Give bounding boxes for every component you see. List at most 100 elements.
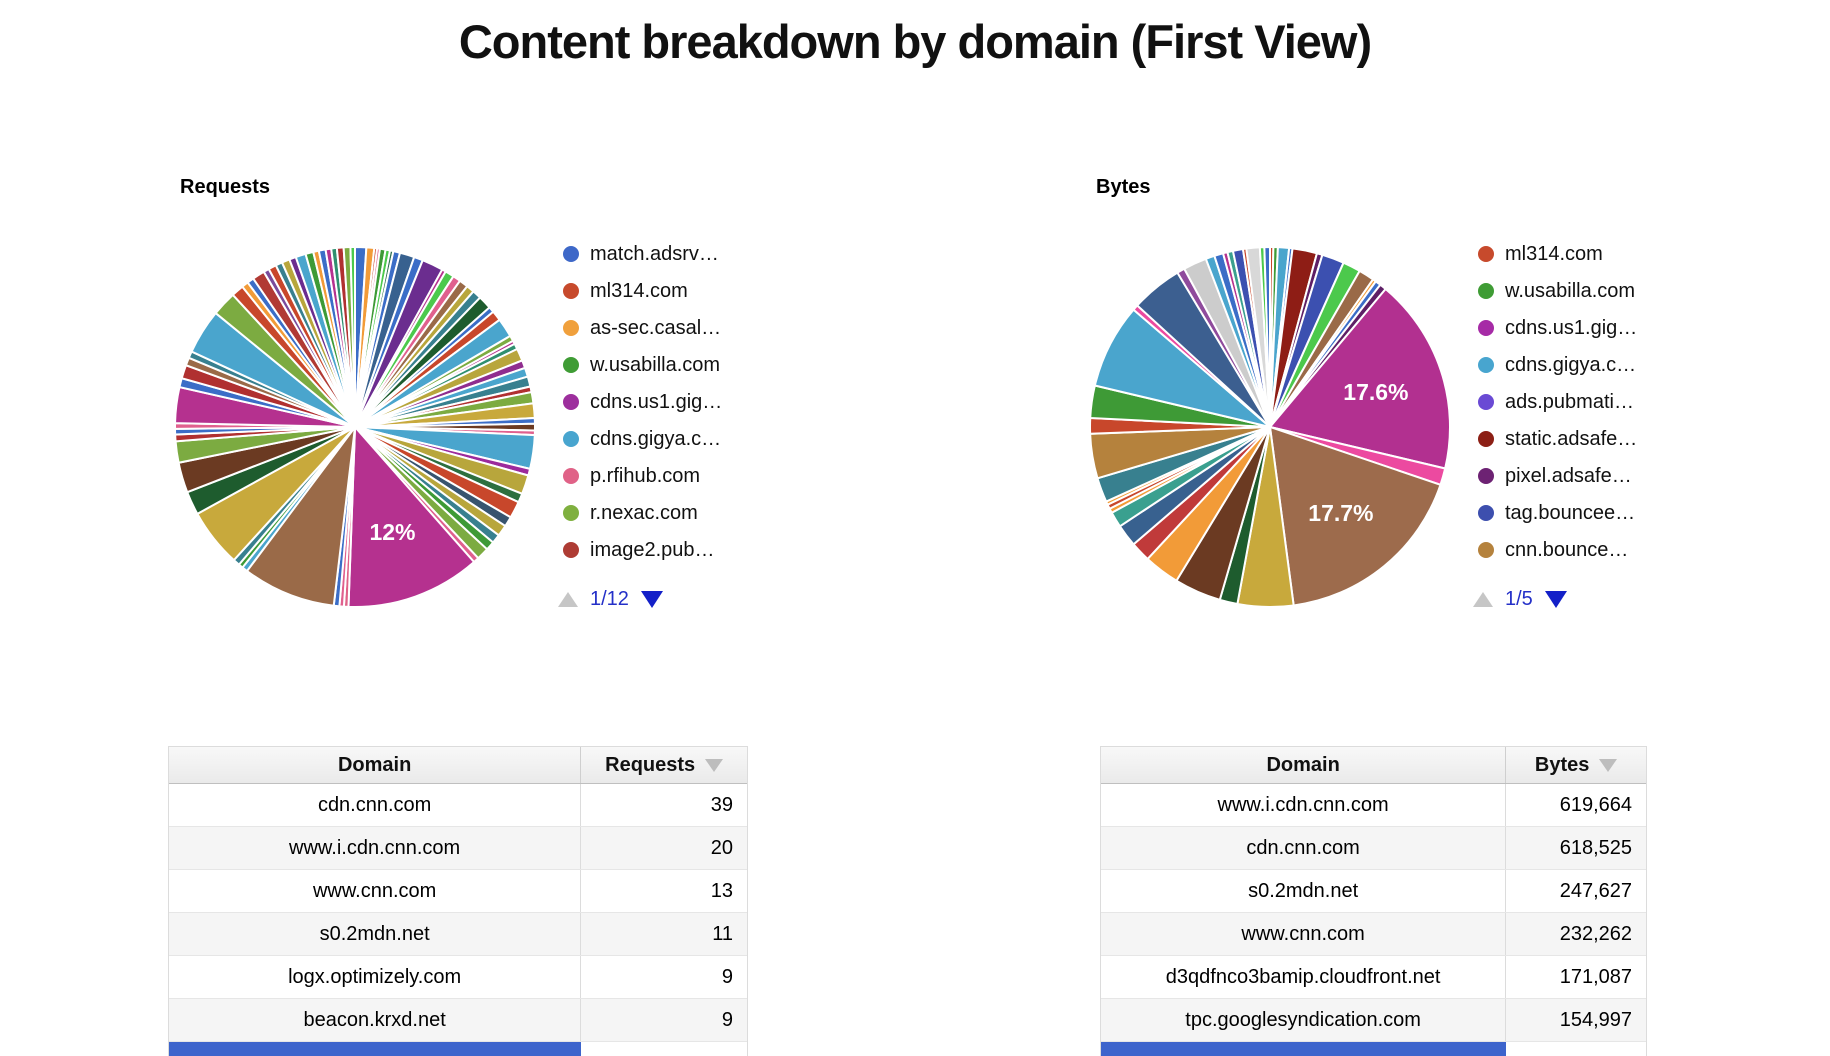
table-header-row: Domain Bytes <box>1101 747 1646 784</box>
table-row: www.i.cdn.cnn.com 619,664 <box>1101 784 1646 827</box>
legend-swatch-icon <box>563 394 579 410</box>
domain-cell: cdn.cnn.com <box>169 784 582 826</box>
legend-item[interactable]: w.usabilla.com <box>1478 273 1778 309</box>
legend-page-down-icon[interactable] <box>1544 591 1567 608</box>
legend-label: cdns.us1.gig… <box>590 390 723 413</box>
legend-swatch-icon <box>563 283 579 299</box>
legend-item[interactable]: p.rfihub.com <box>563 458 863 494</box>
legend-swatch-icon <box>563 246 579 262</box>
legend-page-indicator: 1/12 <box>590 588 629 610</box>
pie-slice[interactable] <box>245 423 357 607</box>
value-cell: 619,664 <box>1559 793 1632 816</box>
legend-label: w.usabilla.com <box>590 353 721 376</box>
legend-swatch-icon <box>563 505 579 521</box>
column-header-domain[interactable]: Domain <box>1101 747 1507 783</box>
value-cell: 13 <box>710 879 733 902</box>
legend-item[interactable]: ads.pubmati… <box>1478 384 1778 420</box>
table-row: www.cnn.com 13 <box>169 870 747 913</box>
legend-item[interactable]: ml314.com <box>563 273 863 309</box>
pie-slice[interactable] <box>349 245 356 428</box>
bytes-pie-chart[interactable]: 17.6% 17.7% <box>1083 240 1457 614</box>
table-row: s0.2mdn.net 11 <box>169 913 747 956</box>
legend-item[interactable]: cdns.gigya.c… <box>1478 347 1778 383</box>
column-header-domain[interactable]: Domain <box>169 747 582 783</box>
requests-table: Domain Requests cdn.cnn.com 39 www.i.cdn.… <box>168 746 748 1056</box>
legend-item[interactable]: match.adsrv… <box>563 236 863 272</box>
legend-label: p.rfihub.com <box>590 464 701 487</box>
pie-slice[interactable] <box>1263 245 1271 428</box>
bytes-legend: ml314.com w.usabilla.com cdns.us1.gig… c… <box>1478 236 1778 569</box>
legend-page-down-icon[interactable] <box>640 591 663 608</box>
legend-label: r.nexac.com <box>590 501 698 524</box>
legend-page-up-icon[interactable] <box>558 592 578 607</box>
legend-label: match.adsrv… <box>590 242 719 265</box>
domain-cell: logx.optimizely.com <box>169 956 582 998</box>
legend-swatch-icon <box>1478 357 1494 373</box>
legend-swatch-icon <box>563 357 579 373</box>
domain-cell: cdn.cnn.com <box>1101 827 1507 869</box>
table-row: www.i.cdn.cnn.com 20 <box>169 827 747 870</box>
table-row: www.cnn.com 232,262 <box>1101 913 1646 956</box>
domain-cell: www.i.cdn.cnn.com <box>1101 784 1507 826</box>
legend-item[interactable]: tag.bouncee… <box>1478 495 1778 531</box>
legend-swatch-icon <box>1478 283 1494 299</box>
domain-cell: tpc.googlesyndication.com <box>1101 999 1507 1041</box>
legend-swatch-icon <box>563 468 579 484</box>
requests-legend-pager: 1/12 <box>558 588 663 611</box>
value-cell: 232,262 <box>1559 922 1632 945</box>
legend-item[interactable]: image2.pub… <box>563 532 863 568</box>
legend-item[interactable]: ml314.com <box>1478 236 1778 272</box>
domain-cell: s0.2mdn.net <box>1101 870 1507 912</box>
legend-item[interactable]: cdns.us1.gig… <box>563 384 863 420</box>
legend-swatch-icon <box>1478 468 1494 484</box>
table-row: d3qdfnco3bamip.cloudfront.net 171,087 <box>1101 956 1646 999</box>
legend-item[interactable]: cdns.us1.gig… <box>1478 310 1778 346</box>
partial-value-cell <box>1506 1042 1646 1056</box>
legend-swatch-icon <box>1478 320 1494 336</box>
legend-swatch-icon <box>1478 394 1494 410</box>
legend-page-up-icon[interactable] <box>1473 592 1493 607</box>
legend-label: cdns.us1.gig… <box>1505 316 1638 339</box>
table-header-row: Domain Requests <box>169 747 747 784</box>
sort-descending-icon <box>1599 758 1618 772</box>
partial-value-cell <box>581 1042 747 1056</box>
pie-slice[interactable] <box>1268 287 1451 470</box>
value-cell: 9 <box>721 965 733 988</box>
partial-domain-cell <box>1101 1042 1506 1056</box>
pie-slice-percent-label: 17.6% <box>1343 379 1408 405</box>
pie-slice-percent-label: 12% <box>369 519 415 545</box>
legend-item[interactable]: w.usabilla.com <box>563 347 863 383</box>
table-row: cdn.cnn.com 39 <box>169 784 747 827</box>
legend-item[interactable]: cdns.gigya.c… <box>563 421 863 457</box>
value-cell: 9 <box>721 1008 733 1031</box>
requests-chart-title: Requests <box>180 176 271 198</box>
legend-label: as-sec.casal… <box>590 316 722 339</box>
legend-swatch-icon <box>1478 431 1494 447</box>
domain-cell: www.cnn.com <box>1101 913 1507 955</box>
page-title: Content breakdown by domain (First View) <box>458 15 1372 68</box>
domain-cell: s0.2mdn.net <box>169 913 582 955</box>
pie-slice[interactable] <box>347 424 476 608</box>
requests-pie-chart[interactable]: 12% <box>168 240 542 614</box>
legend-label: ml314.com <box>590 279 688 302</box>
legend-label: image2.pub… <box>590 538 715 561</box>
legend-item[interactable]: r.nexac.com <box>563 495 863 531</box>
pie-slice[interactable] <box>1268 425 1442 607</box>
value-cell: 11 <box>712 922 733 945</box>
legend-label: tag.bouncee… <box>1505 501 1636 524</box>
domain-cell: www.cnn.com <box>169 870 582 912</box>
table-row: logx.optimizely.com 9 <box>169 956 747 999</box>
legend-label: cdns.gigya.c… <box>590 427 722 450</box>
column-header-bytes[interactable]: Bytes <box>1506 747 1646 783</box>
legend-item[interactable]: pixel.adsafe… <box>1478 458 1778 494</box>
legend-item[interactable]: static.adsafe… <box>1478 421 1778 457</box>
legend-item[interactable]: cnn.bounce… <box>1478 532 1778 568</box>
column-header-requests[interactable]: Requests <box>581 747 747 783</box>
domain-cell: www.i.cdn.cnn.com <box>169 827 582 869</box>
domain-cell: d3qdfnco3bamip.cloudfront.net <box>1101 956 1507 998</box>
legend-item[interactable]: as-sec.casal… <box>563 310 863 346</box>
value-cell: 39 <box>710 793 733 816</box>
sort-descending-icon <box>705 758 724 772</box>
legend-swatch-icon <box>563 320 579 336</box>
